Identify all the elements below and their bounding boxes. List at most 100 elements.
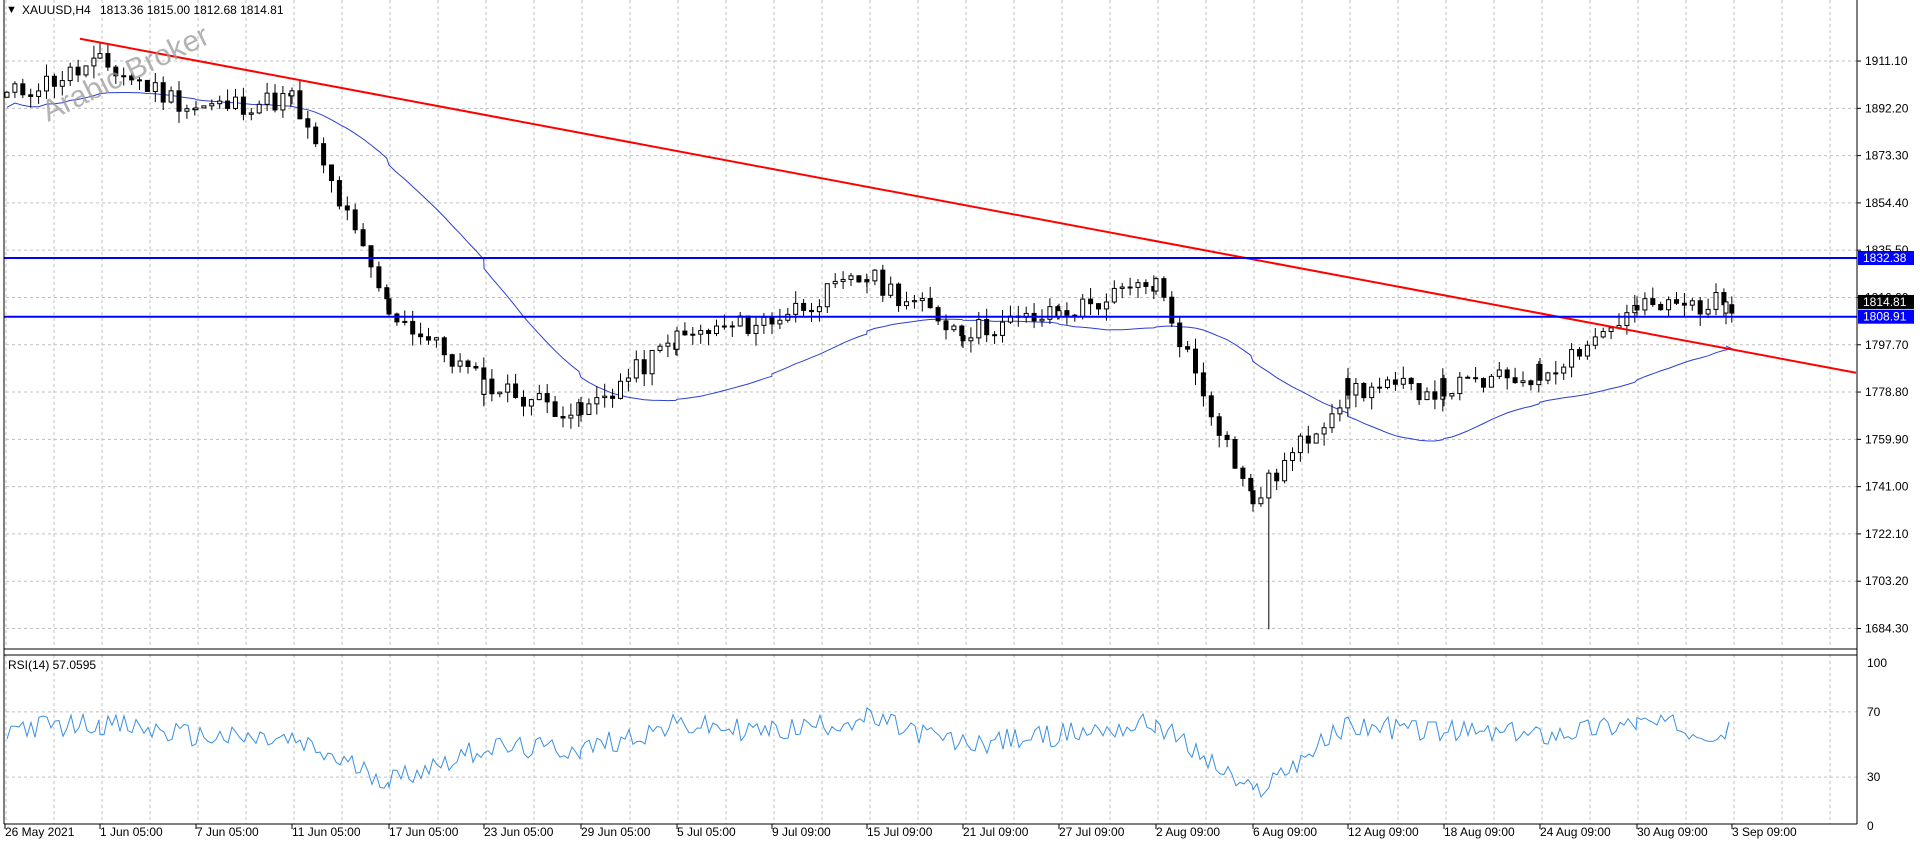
candle-body <box>329 164 334 182</box>
time-tick-label: 24 Aug 09:00 <box>1540 825 1611 839</box>
time-tick-label: 17 Jun 05:00 <box>389 825 459 839</box>
time-tick-label: 5 Jul 05:00 <box>677 825 736 839</box>
candle-body <box>1481 378 1486 388</box>
candle-body <box>1064 310 1070 316</box>
candle-body <box>984 319 990 336</box>
candle-body <box>1705 308 1711 315</box>
candle-body <box>521 396 526 407</box>
candle-body <box>28 94 34 97</box>
candle-body <box>1345 378 1351 396</box>
candle-body <box>1329 413 1335 429</box>
candle-body <box>618 380 623 399</box>
candle-body <box>560 415 566 419</box>
candle-body <box>83 65 89 76</box>
axes: 1911.101892.201873.301854.401835.501816.… <box>3 0 1914 839</box>
price-tick-label: 1741.00 <box>1865 480 1909 494</box>
candle-body <box>919 298 925 302</box>
candle-body <box>410 320 416 335</box>
candle-body <box>848 275 854 280</box>
candle-body <box>360 229 366 247</box>
candle-body <box>904 301 909 307</box>
candle-body <box>1465 376 1471 379</box>
candle-body <box>1258 497 1264 505</box>
candle-body <box>457 360 463 367</box>
level-price-tag <box>1858 250 1914 265</box>
candle-body <box>305 118 311 128</box>
candle-body <box>1321 427 1327 435</box>
candle-body <box>610 395 616 399</box>
candle-body <box>1290 452 1295 461</box>
candle-body <box>1592 336 1598 346</box>
candle-body <box>465 360 471 367</box>
candle-body <box>1408 377 1414 385</box>
price-tick-label: 1759.90 <box>1865 432 1909 446</box>
candle-body <box>1096 303 1101 310</box>
candle-body <box>184 108 190 112</box>
candle-body <box>426 336 431 341</box>
candle-body <box>824 283 830 308</box>
candle-body <box>1674 299 1679 304</box>
candle-body <box>1047 306 1053 320</box>
price-tick-label: 1873.30 <box>1865 149 1909 163</box>
candle-body <box>729 325 735 328</box>
candle-body <box>856 275 862 283</box>
candle-body <box>1569 349 1575 368</box>
candle-body <box>1385 379 1390 388</box>
candle-body <box>160 82 166 103</box>
candle-body <box>935 307 941 322</box>
candle-body <box>968 337 974 342</box>
candle-body <box>1658 304 1664 311</box>
candle-body <box>657 345 663 351</box>
candle-body <box>225 100 231 109</box>
candle-body <box>1496 369 1502 377</box>
time-tick-label: 30 Aug 09:00 <box>1637 825 1708 839</box>
candle-body <box>137 79 142 82</box>
candle-body <box>209 103 215 107</box>
candle-body <box>121 75 127 78</box>
candle-body <box>578 402 584 415</box>
candle-body <box>1537 363 1543 381</box>
candle-body <box>586 403 592 415</box>
candle-body <box>1353 382 1359 396</box>
price-tick-label: 1778.80 <box>1865 385 1909 399</box>
candle-body <box>1297 435 1303 454</box>
time-tick-label: 23 Jun 05:00 <box>484 825 554 839</box>
candle-body <box>1000 321 1005 336</box>
time-tick-label: 9 Jul 09:00 <box>772 825 831 839</box>
candle-body <box>193 107 199 111</box>
candle-body <box>1193 348 1198 374</box>
candle-body <box>832 280 838 285</box>
candle-body <box>568 414 574 419</box>
candle-body <box>144 79 150 92</box>
candle-body <box>888 283 894 296</box>
candle-body <box>769 317 775 325</box>
rsi-label: RSI(14) 57.0595 <box>8 658 96 672</box>
candle-body <box>840 278 846 282</box>
candle-body <box>864 279 870 282</box>
candle-body <box>12 83 18 93</box>
candle-body <box>1208 395 1214 418</box>
time-tick-label: 3 Sep 09:00 <box>1732 825 1797 839</box>
candle-body <box>418 333 424 338</box>
candle-body <box>682 330 688 336</box>
symbol-label: XAUUSD,H4 <box>22 3 91 17</box>
time-tick-label: 12 Aug 09:00 <box>1348 825 1419 839</box>
drawn-lines[interactable] <box>4 37 1857 374</box>
candle-body <box>280 92 286 111</box>
candle-body <box>1723 301 1729 314</box>
candle-body <box>264 92 270 105</box>
candle-body <box>497 391 503 395</box>
candle-body <box>201 105 207 109</box>
candle-body <box>544 393 550 403</box>
rsi-panel[interactable] <box>6 707 1730 798</box>
symbol-menu-icon[interactable]: ▼ <box>6 4 17 16</box>
candle-body <box>536 393 542 401</box>
candle-body <box>272 92 278 111</box>
candle-body <box>665 342 671 347</box>
candle-body <box>1232 439 1238 469</box>
candle-body <box>473 365 479 369</box>
candle-body <box>336 180 342 207</box>
candle-body <box>714 325 719 335</box>
